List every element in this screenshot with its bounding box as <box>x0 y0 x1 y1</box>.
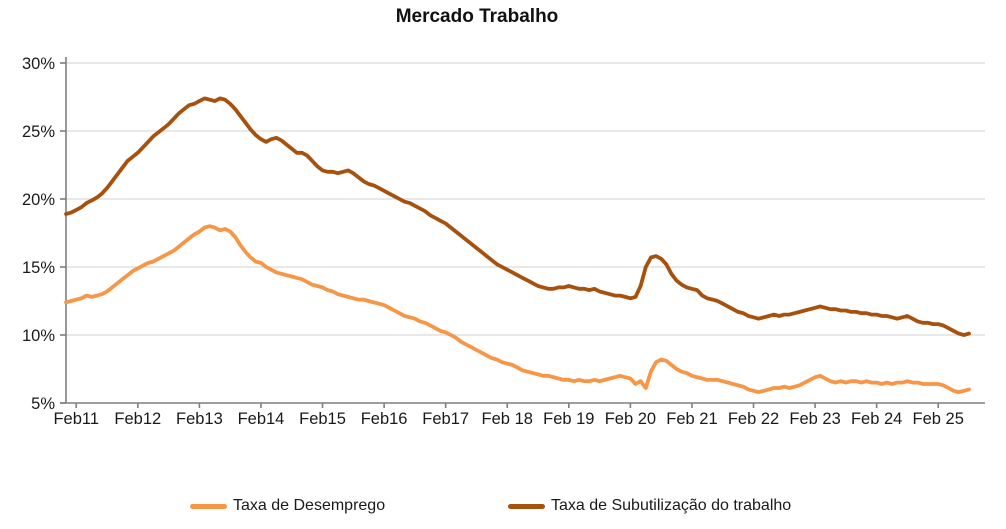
x-axis-tick-label: Feb 20 <box>605 410 656 428</box>
y-axis-tick-label: 15% <box>22 259 55 277</box>
legend: Taxa de Desemprego Taxa de Subutilização… <box>0 494 1006 518</box>
x-axis-tick-label: Feb14 <box>238 410 285 428</box>
x-axis-tick-label: Feb 18 <box>482 410 533 428</box>
y-axis-tick-label: 20% <box>22 191 55 209</box>
x-axis: Feb11 Feb12 Feb13 Feb14 Feb15 Feb16 Feb17 Feb 1… <box>53 403 964 428</box>
legend-label-subutilizacao: Taxa de Subutilização do trabalho <box>551 497 792 514</box>
x-axis-tick-label: Feb15 <box>299 410 346 428</box>
legend-item-subutilizacao: Taxa de Subutilização do trabalho <box>508 494 791 518</box>
y-axis-tick-label: 30% <box>22 55 55 73</box>
x-axis-tick-label: Feb11 <box>53 410 99 428</box>
chart-title: Mercado Trabalho <box>395 6 559 27</box>
y-axis-tick-label: 25% <box>22 123 55 141</box>
series-line-desemprego <box>64 224 971 395</box>
x-axis-tick-label: Feb12 <box>114 410 161 428</box>
legend-swatch-subutilizacao <box>508 503 545 509</box>
x-axis-tick-label: Feb 24 <box>851 410 902 428</box>
series-line-subutilizacao <box>64 96 971 337</box>
axes <box>60 57 985 404</box>
x-axis-tick-label: Feb16 <box>361 410 408 428</box>
legend-swatch-desemprego <box>190 503 227 509</box>
x-axis-tick-label: Feb17 <box>422 410 469 428</box>
y-axis: 30% 25% 20% 15% 10% 5% <box>22 55 66 413</box>
x-axis-tick-label: Feb 19 <box>543 410 594 428</box>
x-axis-tick-label: Feb 23 <box>789 410 840 428</box>
x-axis-tick-label: Feb 25 <box>913 410 964 428</box>
legend-item-desemprego: Taxa de Desemprego <box>190 494 385 518</box>
legend-label-desemprego: Taxa de Desemprego <box>233 497 386 514</box>
x-axis-tick-label: Feb13 <box>176 410 223 428</box>
y-axis-tick-label: 5% <box>31 395 55 413</box>
gridlines <box>66 62 985 336</box>
y-axis-tick-label: 10% <box>22 327 55 345</box>
x-axis-tick-label: Feb 22 <box>728 410 779 428</box>
x-axis-tick-label: Feb 21 <box>666 410 717 428</box>
